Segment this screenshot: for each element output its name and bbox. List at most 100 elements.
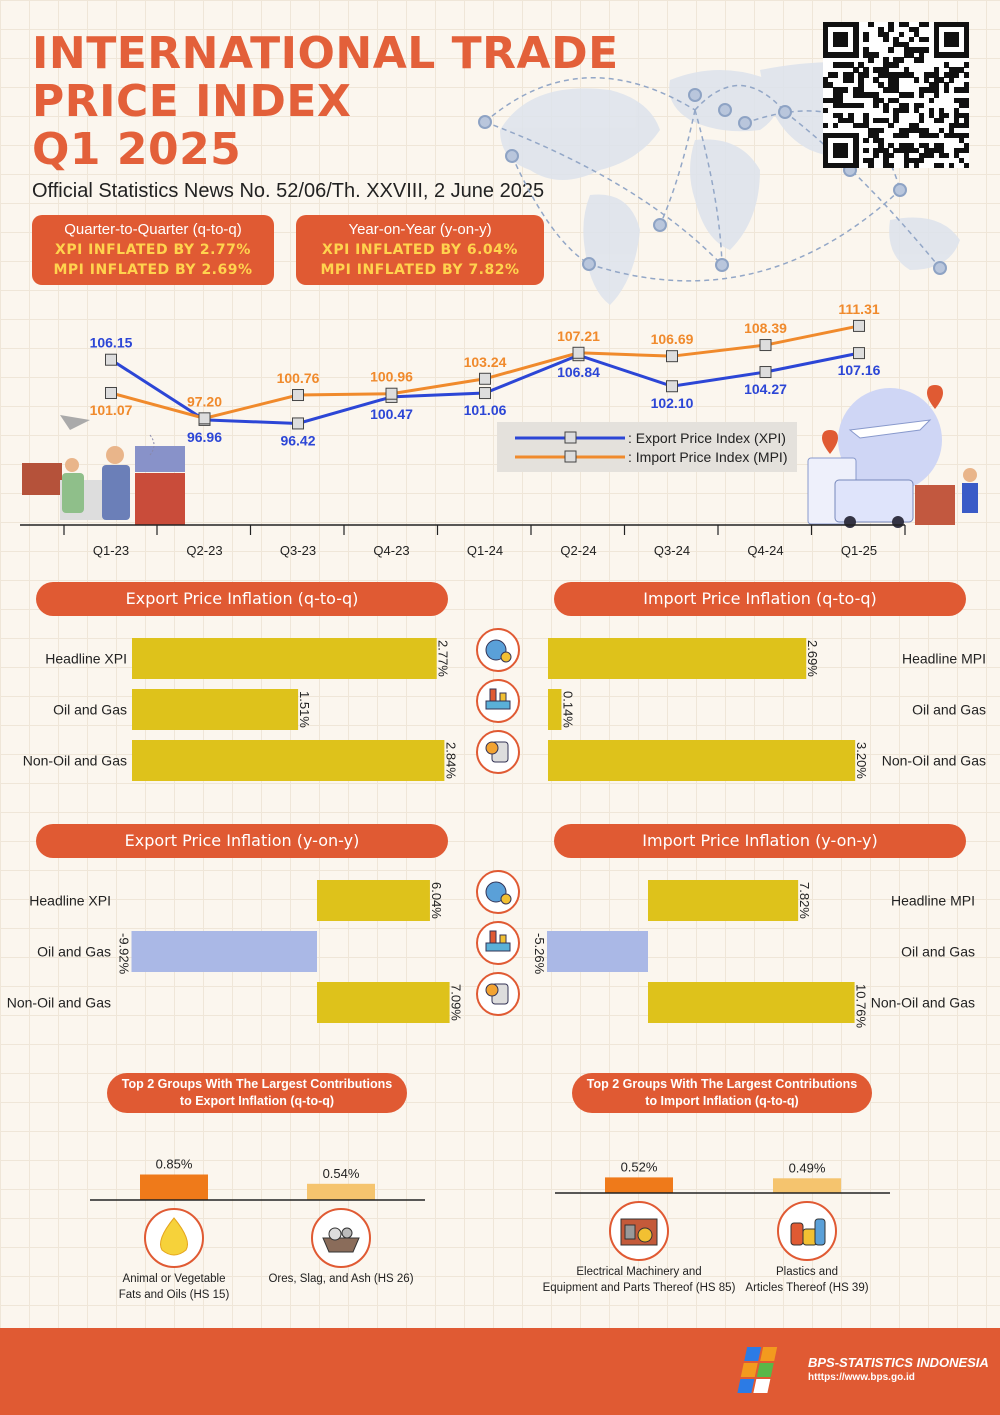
footer: BPS-STATISTICS INDONESIA htttps://www.bp… (0, 1328, 1000, 1415)
qtoq-summary: Quarter-to-Quarter (q-to-q) XPI INFLATED… (32, 215, 274, 285)
footer-url[interactable]: htttps://www.bps.go.id (808, 1372, 915, 1383)
bar-value-label: 1.51% (297, 691, 312, 728)
price-index-line-chart: Q1-23 Q2-23 Q3-23 Q4-23 Q1-24 Q2-24 Q3-24 Q4-24… (20, 301, 978, 558)
contribution-category-label: Ores, Slag, and Ash (HS 26) (268, 1273, 413, 1285)
mpi-point (292, 389, 304, 402)
yony-heading: Year-on-Year (y-on-y) (348, 221, 492, 238)
contribution-category-label: Plastics and (776, 1266, 838, 1278)
mpi-point (759, 339, 772, 352)
qtoq-mpi: MPI INFLATED BY 2.69% (53, 262, 253, 278)
mpi-value-label: 103.24 (464, 354, 507, 370)
plastic-bottles-icon (777, 1201, 837, 1261)
contribution-bar (773, 1178, 841, 1193)
legend-xpi: : Export Price Index (XPI) (628, 430, 786, 446)
x-tick-label: Q2-24 (560, 543, 596, 558)
bar-category-label: Headline XPI (29, 893, 111, 909)
bar-category-label: Oil and Gas (37, 944, 111, 960)
bar-value-label: 6.04% (429, 882, 444, 919)
bar-panel-2: 2.69% Headline MPI 0.14% Oil and Gas 3.20% No… (548, 638, 986, 781)
bar-category-label: Headline MPI (891, 893, 975, 909)
mpi-point (198, 412, 211, 425)
bar-value-label: -9.92% (116, 933, 131, 975)
export-contrib-title-line2: to Export Inflation (q-to-q) (179, 1094, 335, 1108)
inflation-bar (317, 982, 450, 1023)
x-tick-label: Q4-23 (373, 543, 409, 558)
qtoq-xpi: XPI INFLATED BY 2.77% (55, 242, 251, 258)
xpi-value-label: 106.84 (557, 364, 600, 380)
xpi-value-label: 100.47 (370, 406, 413, 422)
airplane-globe-icon (807, 385, 978, 528)
page-title: INTERNATIONAL TRADE PRICE INDEX Q1 2025 (32, 30, 619, 174)
contribution-panel-6: 0.52% Electrical Machinery and Equipment a… (543, 1159, 890, 1294)
inflation-bar (548, 689, 562, 730)
mpi-value-label: 97.20 (187, 393, 222, 409)
qr-code-icon[interactable] (823, 22, 970, 169)
xpi-value-label: 102.10 (651, 395, 694, 411)
export-qtoq-title: Export Price Inflation (q-to-q) (36, 582, 448, 616)
xpi-value-label: 96.96 (187, 429, 222, 445)
gas-tank-icon (476, 972, 520, 1016)
xpi-point (666, 380, 678, 393)
contribution-category-label: Equipment and Parts Thereof (HS 85) (543, 1282, 736, 1294)
ore-cart-icon (311, 1208, 371, 1268)
bar-value-label: 2.77% (436, 640, 451, 677)
legend-mpi: : Import Price Index (MPI) (628, 449, 787, 465)
inflation-bar (548, 638, 807, 679)
xpi-point (479, 387, 491, 400)
xpi-value-label: 104.27 (744, 381, 787, 397)
mpi-point (572, 346, 585, 359)
inflation-bar (317, 880, 430, 921)
export-contrib-title-line1: Top 2 Groups With The Largest Contributi… (121, 1077, 393, 1091)
inflation-bar (648, 982, 855, 1023)
xpi-value-label: 96.42 (280, 432, 315, 448)
bar-category-label: Non-Oil and Gas (23, 753, 127, 769)
inflation-bar (132, 638, 437, 679)
import-contrib-title-line1: Top 2 Groups With The Largest Contributi… (586, 1077, 858, 1091)
bar-category-label: Non-Oil and Gas (871, 995, 975, 1011)
inflation-bar (648, 880, 799, 921)
mpi-value-label: 107.21 (557, 328, 600, 344)
bar-panel-3: 6.04% Headline XPI -9.92% Oil and Gas 7.09% N… (7, 880, 464, 1023)
gas-tank-icon (476, 730, 520, 774)
bar-category-label: Headline XPI (45, 651, 127, 667)
mpi-point (385, 387, 398, 400)
inflation-bar (132, 740, 445, 781)
contribution-panel-5: 0.85% Animal or Vegetable Fats and Oils (H… (90, 1157, 425, 1301)
bar-value-label: 0.14% (560, 691, 575, 728)
import-contrib-title: Top 2 Groups With The Largest Contributi… (572, 1073, 872, 1113)
bar-category-label: Oil and Gas (53, 702, 127, 718)
xpi-point (853, 347, 865, 360)
bar-value-label: -5.26% (532, 933, 547, 975)
x-tick-label: Q2-23 (186, 543, 222, 558)
xpi-point (105, 353, 117, 366)
xpi-value-label: 101.06 (464, 402, 507, 418)
x-tick-label: Q1-23 (93, 543, 129, 558)
xpi-value-label: 107.16 (838, 362, 881, 378)
release-subtitle: Official Statistics News No. 52/06/Th. X… (32, 180, 545, 202)
legend: : Export Price Index (XPI) : Import Pric… (497, 422, 797, 472)
yony-mpi: MPI INFLATED BY 7.82% (320, 262, 520, 278)
export-yony-title: Export Price Inflation (y-on-y) (36, 824, 448, 858)
bar-category-label: Oil and Gas (912, 702, 986, 718)
x-tick-label: Q1-24 (467, 543, 503, 558)
x-tick-label: Q3-23 (280, 543, 316, 558)
contribution-value-label: 0.85% (156, 1157, 193, 1172)
contribution-bar (307, 1183, 375, 1200)
inflation-bar-charts: 2.77% Headline XPI 1.51% Oil and Gas 2.84% No… (7, 638, 986, 1029)
bar-category-label: Oil and Gas (901, 944, 975, 960)
title-line-1: INTERNATIONAL TRADE (32, 28, 619, 79)
yony-summary: Year-on-Year (y-on-y) XPI INFLATED BY 6.… (296, 215, 544, 285)
footer-org: BPS-STATISTICS INDONESIA (808, 1355, 989, 1370)
bar-panel-4: 7.82% Headline MPI -5.26% Oil and Gas 10.76%… (532, 880, 975, 1029)
bar-value-label: 10.76% (854, 984, 869, 1029)
oil-rig-icon (476, 679, 520, 723)
mpi-point (666, 350, 678, 363)
bar-value-label: 2.84% (443, 742, 458, 779)
mpi-value-label: 100.76 (277, 370, 320, 386)
import-yony-title: Import Price Inflation (y-on-y) (554, 824, 966, 858)
mpi-point (853, 319, 865, 332)
contribution-bar (605, 1177, 673, 1193)
bar-value-label: 7.82% (797, 882, 812, 919)
bps-logo-icon (737, 1347, 778, 1393)
qtoq-heading: Quarter-to-Quarter (q-to-q) (64, 221, 242, 238)
